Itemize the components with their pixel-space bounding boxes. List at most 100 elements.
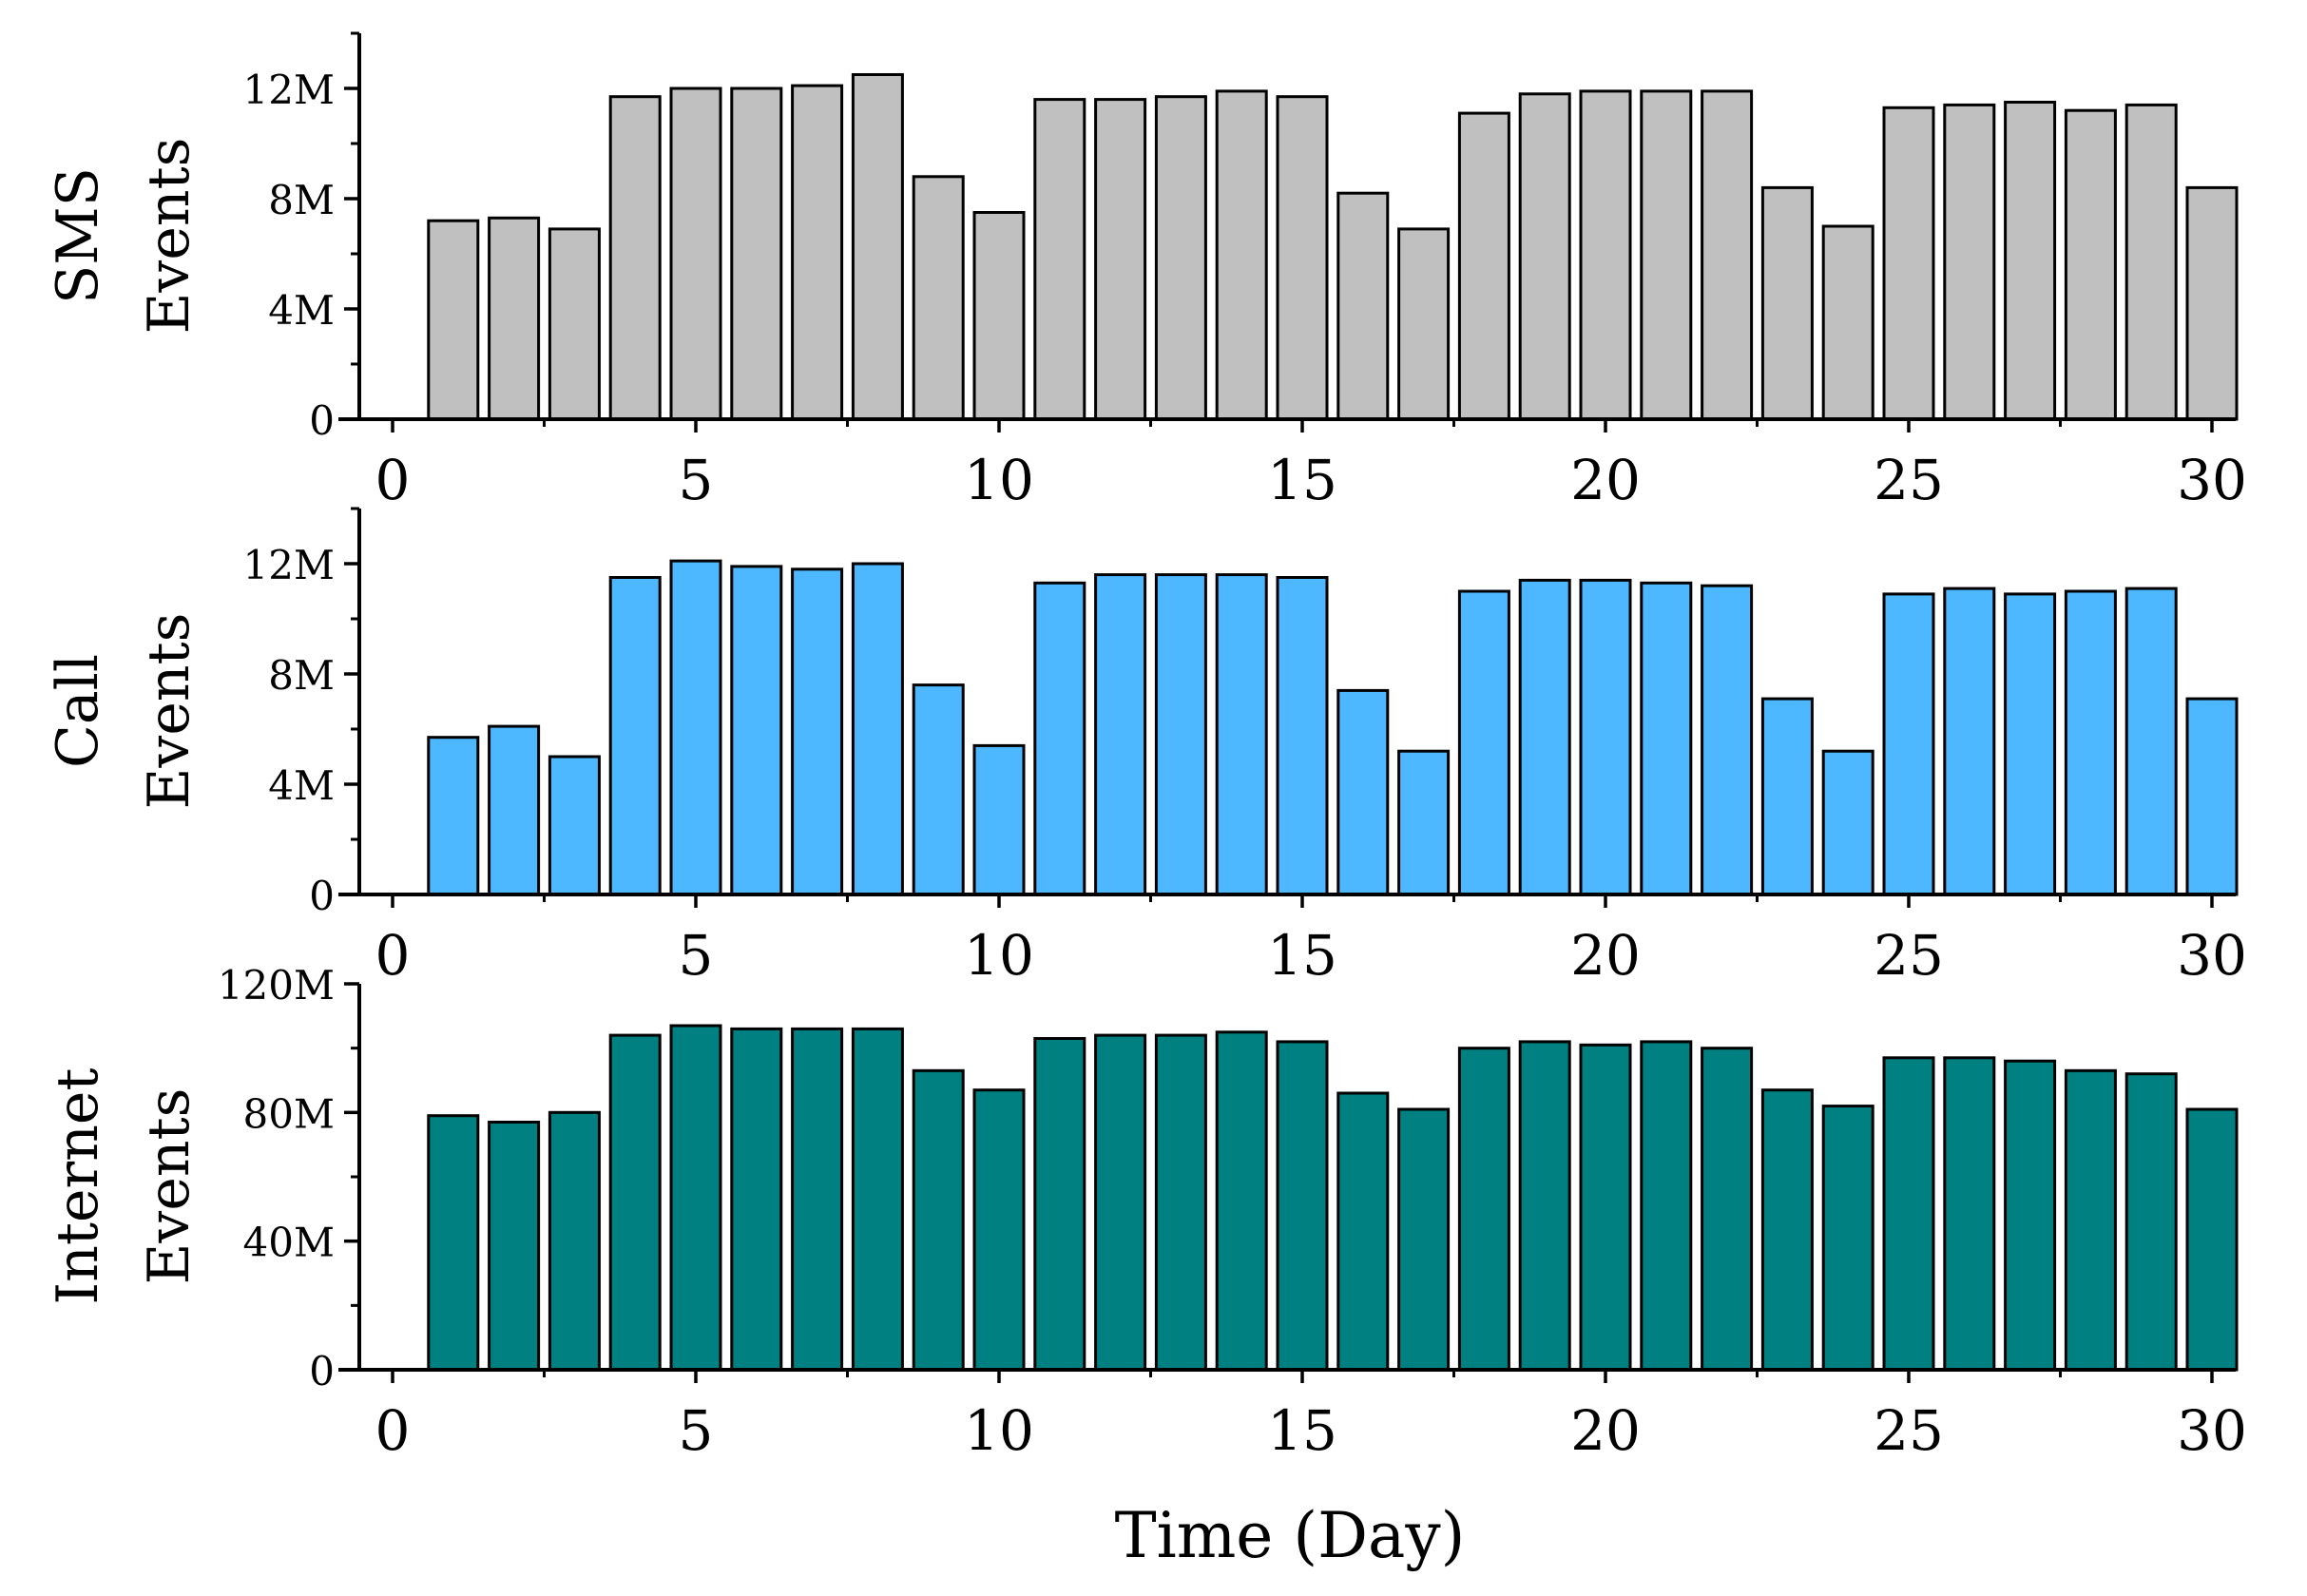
sms-bar-day-12 bbox=[1094, 98, 1147, 421]
sms-bar-day-5 bbox=[669, 87, 722, 421]
call-bar-day-19 bbox=[1518, 578, 1571, 896]
internet-x-tick-label: 30 bbox=[2177, 1398, 2247, 1463]
sms-y-tick-label: 0 bbox=[309, 397, 335, 444]
sms-bar-day-29 bbox=[2124, 103, 2178, 421]
internet-y-tick-label: 0 bbox=[309, 1348, 335, 1394]
internet-bar-day-12 bbox=[1094, 1033, 1147, 1372]
sms-y-axis-title-line2: Events bbox=[136, 138, 202, 335]
sms-events-panel: 0 4M 8M 12M 0 5 10 15 20 25 30 SMS Events bbox=[45, 31, 2247, 512]
call-bar-day-10 bbox=[972, 743, 1026, 896]
call-bar-day-12 bbox=[1094, 573, 1147, 896]
call-x-tick-label: 10 bbox=[964, 923, 1034, 988]
internet-bar-day-11 bbox=[1033, 1037, 1086, 1372]
sms-y-tick-label: 8M bbox=[268, 177, 335, 223]
internet-events-panel: 0 40M 80M 120M 0 5 10 15 20 25 30 Internet Events Tim… bbox=[45, 962, 2247, 1572]
internet-bar-day-1 bbox=[427, 1114, 480, 1372]
sms-y-tick-label: 12M bbox=[243, 67, 335, 113]
call-bar-day-20 bbox=[1579, 578, 1632, 896]
call-bar-day-22 bbox=[1701, 584, 1754, 896]
call-bar-day-3 bbox=[548, 755, 601, 896]
internet-bar-day-21 bbox=[1640, 1040, 1693, 1372]
sms-bar-day-30 bbox=[2185, 185, 2239, 421]
internet-bar-day-20 bbox=[1579, 1043, 1632, 1372]
sms-bar-day-23 bbox=[1760, 185, 1814, 421]
sms-bar-day-7 bbox=[791, 84, 844, 421]
call-x-tick-label: 15 bbox=[1267, 923, 1337, 988]
internet-bar-day-15 bbox=[1276, 1040, 1329, 1372]
sms-y-axis-title-line1: SMS bbox=[45, 167, 111, 304]
call-bar-day-15 bbox=[1276, 576, 1329, 896]
call-bar-day-27 bbox=[2004, 592, 2057, 896]
internet-x-tick-label: 25 bbox=[1874, 1398, 1944, 1463]
call-bar-day-7 bbox=[791, 567, 844, 896]
internet-bar-day-5 bbox=[669, 1024, 722, 1372]
call-bar-day-5 bbox=[669, 559, 722, 896]
call-events-panel: 0 4M 8M 12M 0 5 10 15 20 25 30 Call Events bbox=[45, 507, 2247, 988]
call-y-tick-label: 4M bbox=[268, 762, 335, 809]
sms-x-tick-label: 10 bbox=[964, 448, 1034, 512]
call-x-tick-label: 0 bbox=[375, 923, 411, 988]
sms-bar-day-25 bbox=[1882, 106, 1935, 421]
sms-bar-day-6 bbox=[730, 87, 783, 421]
sms-bar-day-4 bbox=[608, 95, 662, 421]
call-bar-day-17 bbox=[1397, 749, 1451, 896]
sms-bar-day-10 bbox=[972, 211, 1026, 421]
call-bar-day-30 bbox=[2185, 697, 2239, 896]
internet-bar-day-24 bbox=[1821, 1105, 1874, 1372]
internet-y-tick-label: 80M bbox=[243, 1090, 335, 1137]
sms-x-tick-label: 0 bbox=[375, 448, 411, 512]
sms-x-tick-label: 15 bbox=[1267, 448, 1337, 512]
internet-x-tick-label: 15 bbox=[1267, 1398, 1337, 1463]
call-bar-day-1 bbox=[427, 736, 480, 896]
call-bar-day-26 bbox=[1943, 586, 1996, 896]
internet-bar-day-9 bbox=[912, 1068, 965, 1372]
internet-y-tick-label: 40M bbox=[243, 1220, 335, 1266]
call-y-axis-title-line1: Call bbox=[45, 654, 111, 768]
sms-bar-day-16 bbox=[1336, 191, 1390, 421]
internet-x-tick-label: 0 bbox=[375, 1398, 411, 1463]
internet-y-tick-label: 120M bbox=[218, 962, 335, 1009]
sms-bar-day-20 bbox=[1579, 89, 1632, 421]
internet-bar-day-6 bbox=[730, 1027, 783, 1372]
internet-y-axis-title-line2: Events bbox=[136, 1088, 202, 1285]
call-x-tick-label: 5 bbox=[679, 923, 714, 988]
call-y-axis-title-line2: Events bbox=[136, 613, 202, 810]
sms-x-tick-label: 25 bbox=[1874, 448, 1944, 512]
call-bar-day-23 bbox=[1760, 697, 1814, 896]
internet-bar-day-25 bbox=[1882, 1056, 1935, 1372]
internet-bar-day-14 bbox=[1215, 1030, 1268, 1372]
call-bar-day-28 bbox=[2064, 589, 2117, 896]
call-bar-day-13 bbox=[1154, 573, 1207, 896]
call-bar-day-2 bbox=[488, 724, 541, 896]
call-bar-day-14 bbox=[1215, 573, 1268, 896]
sms-bar-day-11 bbox=[1033, 98, 1086, 421]
internet-bar-day-22 bbox=[1701, 1047, 1754, 1372]
sms-x-tick-label: 5 bbox=[679, 448, 714, 512]
sms-x-tick-label: 20 bbox=[1570, 448, 1641, 512]
call-bar-day-25 bbox=[1882, 592, 1935, 896]
internet-x-tick-label: 10 bbox=[964, 1398, 1034, 1463]
call-y-tick-label: 12M bbox=[243, 542, 335, 588]
internet-bar-day-26 bbox=[1943, 1056, 1996, 1372]
call-x-tick-label: 30 bbox=[2177, 923, 2247, 988]
sms-bar-day-15 bbox=[1276, 95, 1329, 421]
call-bar-day-6 bbox=[730, 565, 783, 896]
internet-bar-day-23 bbox=[1760, 1088, 1814, 1372]
sms-bar-day-17 bbox=[1397, 227, 1451, 421]
sms-x-tick-label: 30 bbox=[2177, 448, 2247, 512]
sms-bar-day-28 bbox=[2064, 108, 2117, 421]
sms-bar-day-1 bbox=[427, 219, 480, 421]
call-bar-day-8 bbox=[851, 562, 904, 896]
sms-bar-day-14 bbox=[1215, 89, 1268, 421]
call-x-tick-label: 20 bbox=[1570, 923, 1641, 988]
internet-x-tick-label: 20 bbox=[1570, 1398, 1641, 1463]
call-bar-day-18 bbox=[1457, 589, 1510, 896]
internet-x-tick-label: 5 bbox=[679, 1398, 714, 1463]
internet-bar-day-28 bbox=[2064, 1068, 2117, 1372]
internet-bar-day-30 bbox=[2185, 1107, 2239, 1372]
call-bar-day-9 bbox=[912, 683, 965, 896]
call-bar-day-29 bbox=[2124, 586, 2178, 896]
sms-bar-day-13 bbox=[1154, 95, 1207, 421]
call-bar-day-16 bbox=[1336, 688, 1390, 896]
